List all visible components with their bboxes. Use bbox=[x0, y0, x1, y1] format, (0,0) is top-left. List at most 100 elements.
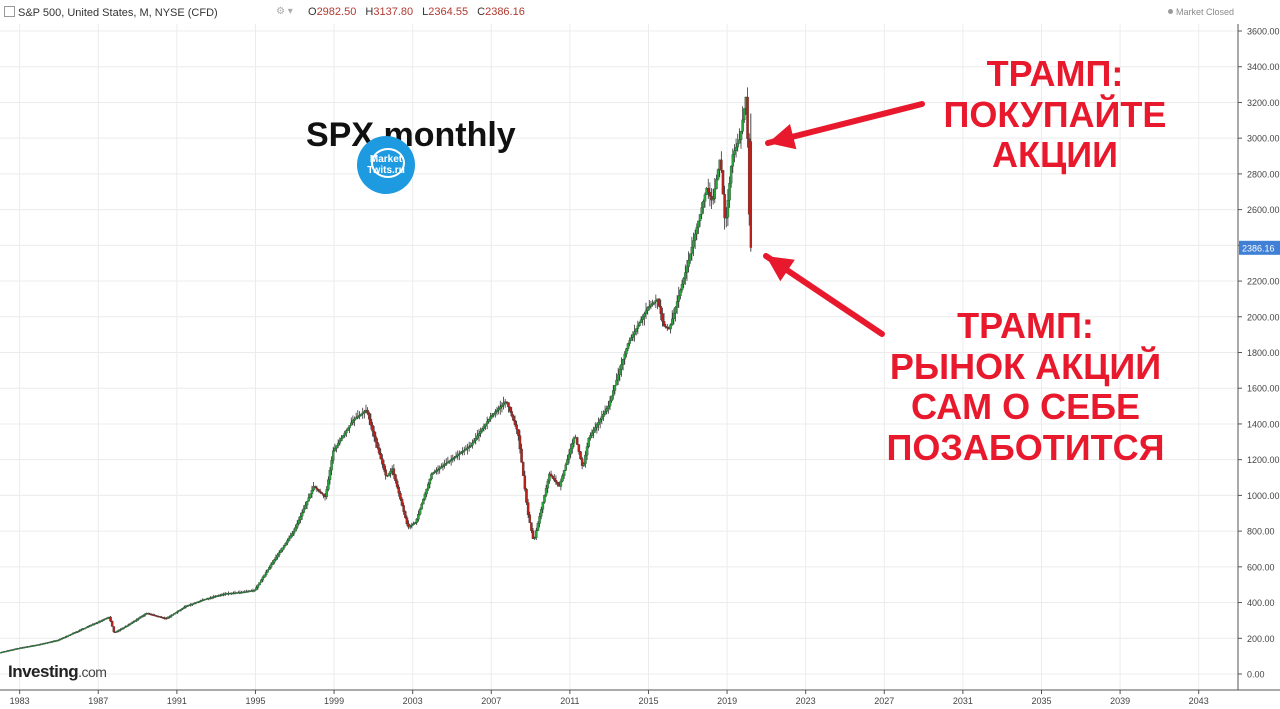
candle-up bbox=[76, 630, 80, 633]
x-tick-label: 2023 bbox=[796, 696, 816, 706]
candle-up bbox=[142, 615, 145, 617]
collapse-icon[interactable] bbox=[4, 6, 15, 17]
candle-up bbox=[587, 438, 590, 447]
candle-up bbox=[430, 473, 433, 480]
candle-up bbox=[489, 416, 492, 420]
markettwits-watermark-icon: Market Twits.ru bbox=[357, 136, 415, 194]
candle-up bbox=[408, 525, 412, 528]
candle-up bbox=[716, 169, 720, 180]
candle-up bbox=[276, 554, 279, 558]
investing-logo: Investing.com bbox=[8, 662, 107, 682]
x-tick-label: 2011 bbox=[560, 696, 579, 706]
candle-up bbox=[179, 609, 183, 611]
candle-up bbox=[140, 616, 143, 618]
candle-down bbox=[384, 469, 387, 476]
candle-down bbox=[400, 499, 404, 506]
x-tick-label: 2043 bbox=[1189, 696, 1209, 706]
candle-up bbox=[674, 307, 677, 314]
candle-up bbox=[138, 617, 142, 619]
candle-up bbox=[536, 523, 540, 531]
candle-up bbox=[130, 622, 134, 624]
candle-up bbox=[420, 503, 423, 510]
candle-up bbox=[739, 131, 743, 140]
candle-up bbox=[633, 331, 636, 335]
candle-down bbox=[515, 424, 518, 430]
x-tick-label: 2039 bbox=[1110, 696, 1130, 706]
symbol-title[interactable]: S&P 500, United States, M, NYSE (CFD) bbox=[4, 6, 218, 19]
candle-up bbox=[425, 488, 428, 495]
candle-up bbox=[449, 459, 453, 462]
candle-up bbox=[435, 470, 438, 472]
annotation-bottom-line3: САМ О СЕБЕ bbox=[911, 386, 1140, 428]
candle-up bbox=[91, 624, 94, 626]
candle-up bbox=[415, 519, 419, 523]
annotation-bottom-line4: ПОЗАБОТИТСЯ bbox=[886, 427, 1165, 469]
candle-up bbox=[738, 139, 741, 144]
candle-up bbox=[684, 272, 687, 279]
candle-down bbox=[507, 402, 510, 408]
candle-up bbox=[444, 463, 448, 465]
candle-up bbox=[652, 301, 656, 304]
candle-down bbox=[317, 489, 320, 492]
candle-up bbox=[68, 634, 71, 637]
candle-up bbox=[608, 400, 612, 407]
candle-up bbox=[274, 557, 278, 560]
candle-up bbox=[602, 413, 605, 417]
candle-up bbox=[173, 613, 176, 615]
x-tick-label: 2031 bbox=[953, 696, 973, 706]
y-tick-label: 2800.00 bbox=[1247, 169, 1280, 179]
candle-up bbox=[305, 501, 309, 506]
y-tick-label: 200.00 bbox=[1247, 634, 1275, 644]
candle-up bbox=[458, 453, 461, 456]
candle-down bbox=[395, 480, 399, 488]
candle-down bbox=[556, 482, 559, 485]
candle-down bbox=[721, 170, 725, 195]
candle-up bbox=[331, 450, 335, 461]
low-label: L bbox=[422, 6, 429, 18]
candle-up bbox=[672, 312, 676, 320]
candle-up bbox=[258, 582, 261, 586]
candle-up bbox=[94, 622, 98, 625]
candle-up bbox=[492, 413, 495, 416]
candle-up bbox=[119, 629, 122, 631]
candle-up bbox=[60, 638, 63, 640]
x-tick-label: 1983 bbox=[10, 696, 30, 706]
candle-down bbox=[371, 424, 374, 432]
symbol-controls[interactable]: ⚙ ▾ bbox=[276, 6, 293, 17]
price-axis-area bbox=[1238, 24, 1280, 690]
candle-up bbox=[264, 572, 268, 576]
candle-up bbox=[174, 612, 178, 614]
candle-down bbox=[320, 492, 324, 495]
candle-up bbox=[697, 220, 700, 228]
candle-down bbox=[549, 473, 553, 477]
candle-up bbox=[626, 343, 630, 349]
market-status: Market Closed bbox=[1167, 7, 1234, 17]
candle-down bbox=[526, 502, 530, 515]
candle-down bbox=[575, 437, 579, 445]
x-tick-label: 2003 bbox=[403, 696, 423, 706]
x-tick-label: 2019 bbox=[717, 696, 737, 706]
candle-up bbox=[703, 194, 707, 202]
candle-up bbox=[292, 530, 296, 534]
open-label: O bbox=[308, 6, 317, 18]
candle-up bbox=[128, 623, 132, 625]
x-tick-label: 1999 bbox=[324, 696, 344, 706]
candle-down bbox=[322, 493, 325, 496]
candle-up bbox=[115, 631, 119, 633]
candle-up bbox=[96, 622, 99, 624]
candle-up bbox=[168, 616, 171, 618]
candle-up bbox=[268, 567, 271, 570]
candle-up bbox=[79, 629, 83, 631]
candle-up bbox=[63, 636, 66, 639]
candle-down bbox=[513, 420, 517, 425]
candle-down bbox=[659, 306, 663, 314]
candle-up bbox=[582, 463, 586, 466]
annotation-top-line2: ПОКУПАЙТЕ bbox=[943, 93, 1167, 135]
candle-up bbox=[125, 625, 129, 627]
candle-down bbox=[402, 505, 405, 512]
candle-up bbox=[273, 559, 276, 563]
candle-up bbox=[589, 435, 592, 439]
candle-up bbox=[428, 478, 432, 485]
candle-up bbox=[471, 442, 474, 446]
